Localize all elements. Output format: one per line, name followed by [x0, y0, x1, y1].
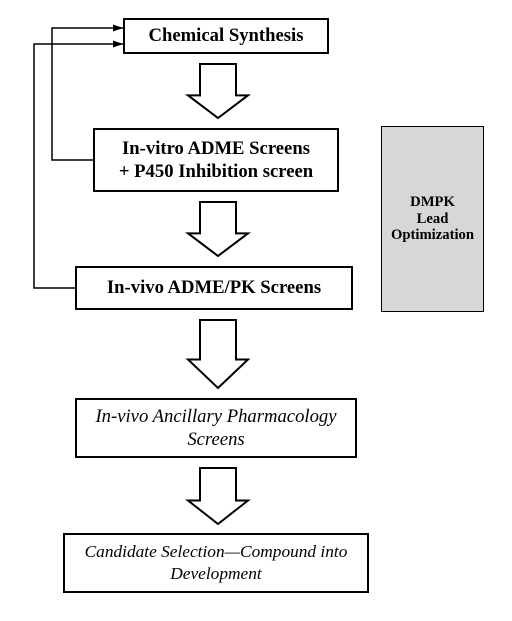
- side-panel-label-line: Lead: [417, 211, 449, 228]
- flow-box-b5: Candidate Selection—Compound intoDevelop…: [63, 533, 369, 593]
- flow-box-label-line: Screens: [95, 428, 336, 451]
- flow-box-label: Candidate Selection—Compound intoDevelop…: [85, 541, 348, 584]
- block-arrow-a1: [188, 64, 248, 118]
- side-panel-label-line: Optimization: [391, 227, 474, 244]
- side-panel-label-line: DMPK: [410, 194, 455, 211]
- flow-box-b2: In-vitro ADME Screens+ P450 Inhibition s…: [93, 128, 339, 192]
- flow-box-label-line: Development: [85, 563, 348, 585]
- flow-box-label: In-vivo ADME/PK Screens: [107, 276, 321, 299]
- flow-box-label-line: In-vitro ADME Screens: [119, 137, 313, 160]
- flow-box-label-line: Candidate Selection—Compound into: [85, 541, 348, 563]
- block-arrow-a3: [188, 320, 248, 388]
- flow-box-b3: In-vivo ADME/PK Screens: [75, 266, 353, 310]
- flow-box-label-line: In-vivo Ancillary Pharmacology: [95, 405, 336, 428]
- feedback-arrowhead-f2: [113, 41, 123, 48]
- flow-box-label-line: + P450 Inhibition screen: [119, 160, 313, 183]
- side-panel-dmpk: DMPKLeadOptimization: [381, 126, 484, 312]
- flow-box-b1: Chemical Synthesis: [123, 18, 329, 54]
- block-arrow-a2: [188, 202, 248, 256]
- flow-box-label: In-vitro ADME Screens+ P450 Inhibition s…: [119, 137, 313, 184]
- flow-box-label: In-vivo Ancillary PharmacologyScreens: [95, 405, 336, 452]
- block-arrow-a4: [188, 468, 248, 524]
- feedback-arrowhead-f1: [113, 25, 123, 32]
- flow-box-b4: In-vivo Ancillary PharmacologyScreens: [75, 398, 357, 458]
- flow-box-label: Chemical Synthesis: [149, 24, 304, 47]
